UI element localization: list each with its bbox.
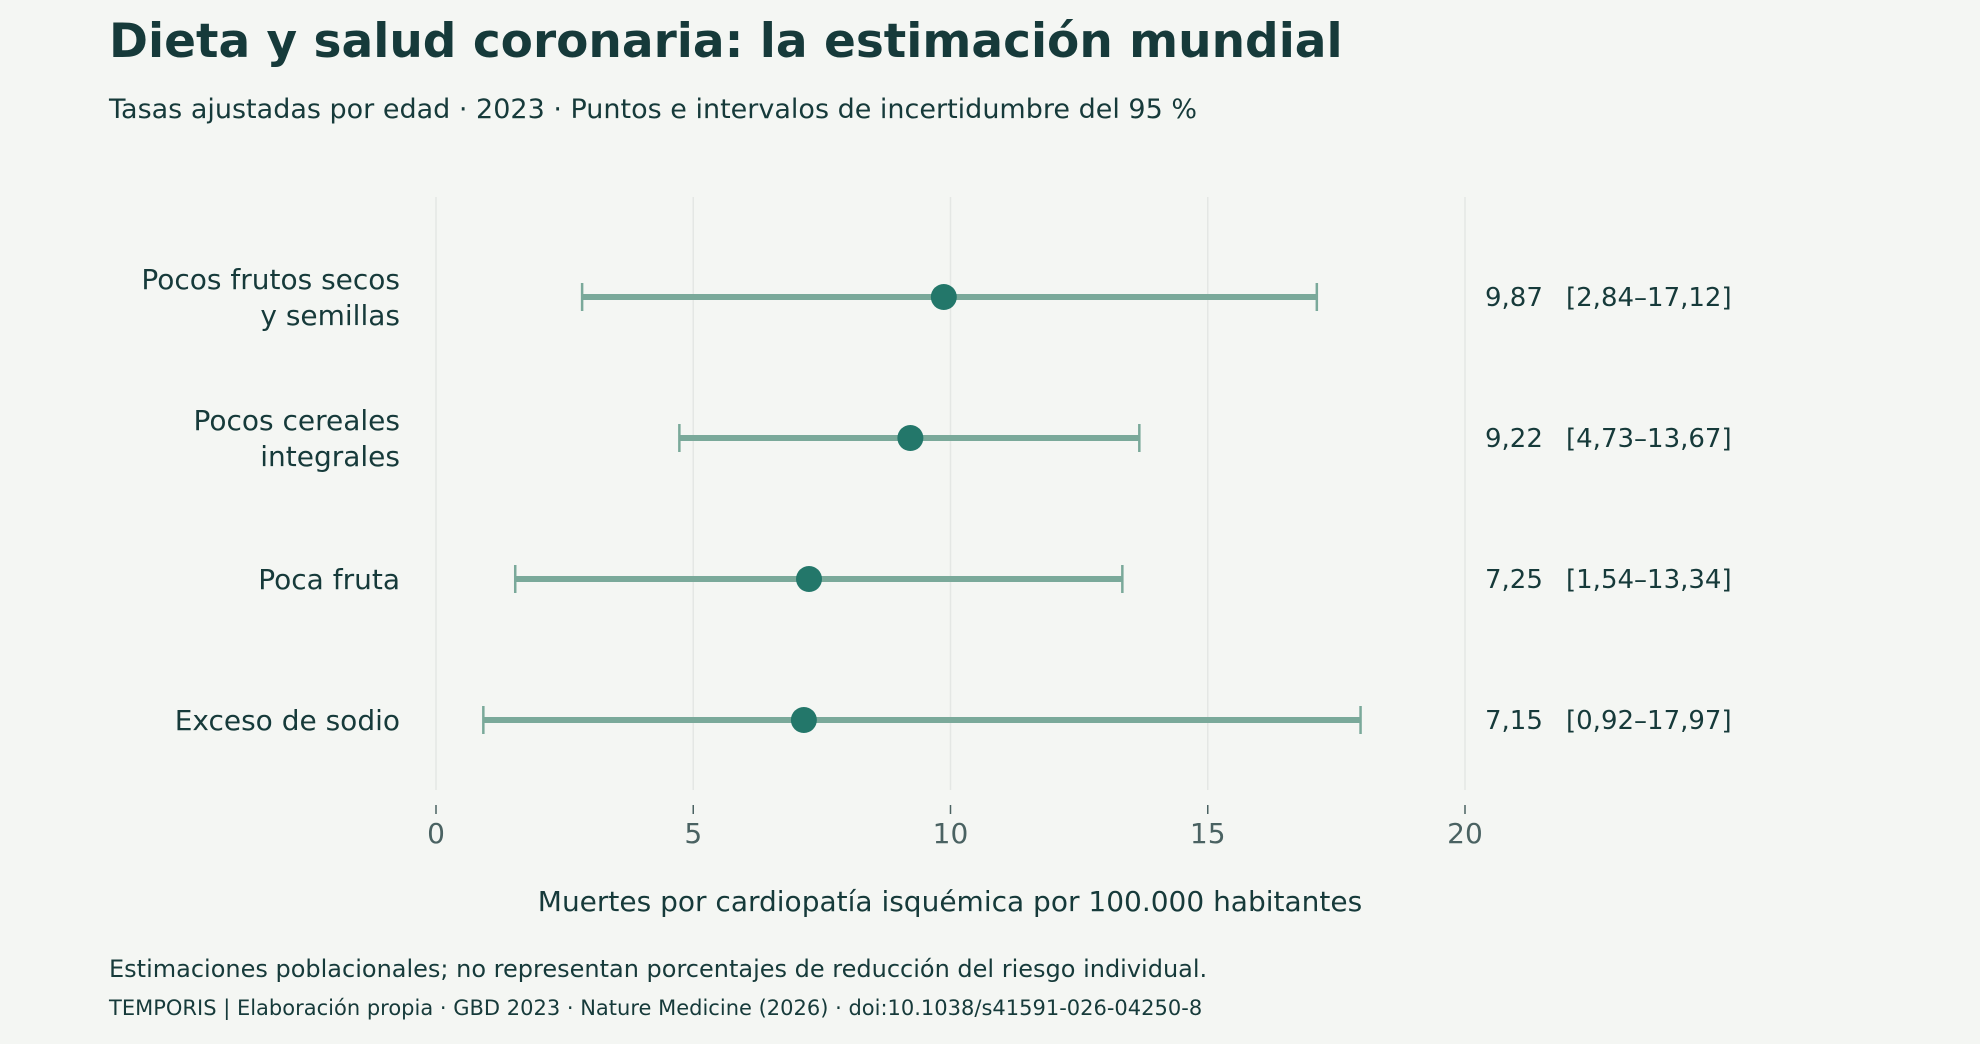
value-label: 7,25: [1485, 565, 1543, 595]
chart-title: Dieta y salud coronaria: la estimación m…: [109, 14, 1343, 69]
row-label: Poca fruta: [258, 563, 400, 596]
points: [790, 284, 957, 733]
row-label: Pocos cereales integrales: [193, 404, 400, 473]
tick-label: 20: [1447, 817, 1483, 850]
estimate-point: [796, 566, 823, 592]
row-labels: Pocos frutos secos y semillas Pocos cereal…: [141, 263, 400, 737]
footnote: Estimaciones poblacionales; no represent…: [109, 955, 1208, 983]
x-axis-ticks: 0 5 10 15 20: [427, 805, 1483, 850]
tick-label: 5: [684, 817, 702, 850]
row-label: Pocos frutos secos y semillas: [141, 263, 400, 332]
value-label: 9,87: [1485, 283, 1543, 313]
x-axis-label: Muertes por cardiopatía isquémica por 10…: [538, 885, 1362, 918]
chart-subtitle: Tasas ajustadas por edad · 2023 · Puntos…: [109, 94, 1198, 125]
forest-plot: Pocos frutos secos y semillas Pocos cereal…: [141, 197, 1732, 918]
intervals: [482, 283, 1362, 734]
value-labels: 9,87 [2,84–17,12] 9,22 [4,73–13,67] 7,25 [1,5…: [1485, 283, 1732, 736]
estimate-point: [897, 425, 924, 451]
value-label: 9,22: [1485, 424, 1543, 454]
tick-label: 10: [933, 817, 969, 850]
interval-label: [2,84–17,12]: [1566, 283, 1732, 313]
row-label: Exceso de sodio: [175, 704, 400, 737]
value-label: 7,15: [1485, 706, 1543, 736]
estimate-point: [790, 707, 817, 733]
interval-label: [1,54–13,34]: [1566, 565, 1732, 595]
interval-label: [0,92–17,97]: [1566, 706, 1732, 736]
source-line: TEMPORIS | Elaboración propia · GBD 2023…: [109, 996, 1203, 1020]
tick-label: 15: [1190, 817, 1226, 850]
interval-label: [4,73–13,67]: [1566, 424, 1732, 454]
estimate-point: [930, 284, 957, 310]
tick-label: 0: [427, 817, 445, 850]
